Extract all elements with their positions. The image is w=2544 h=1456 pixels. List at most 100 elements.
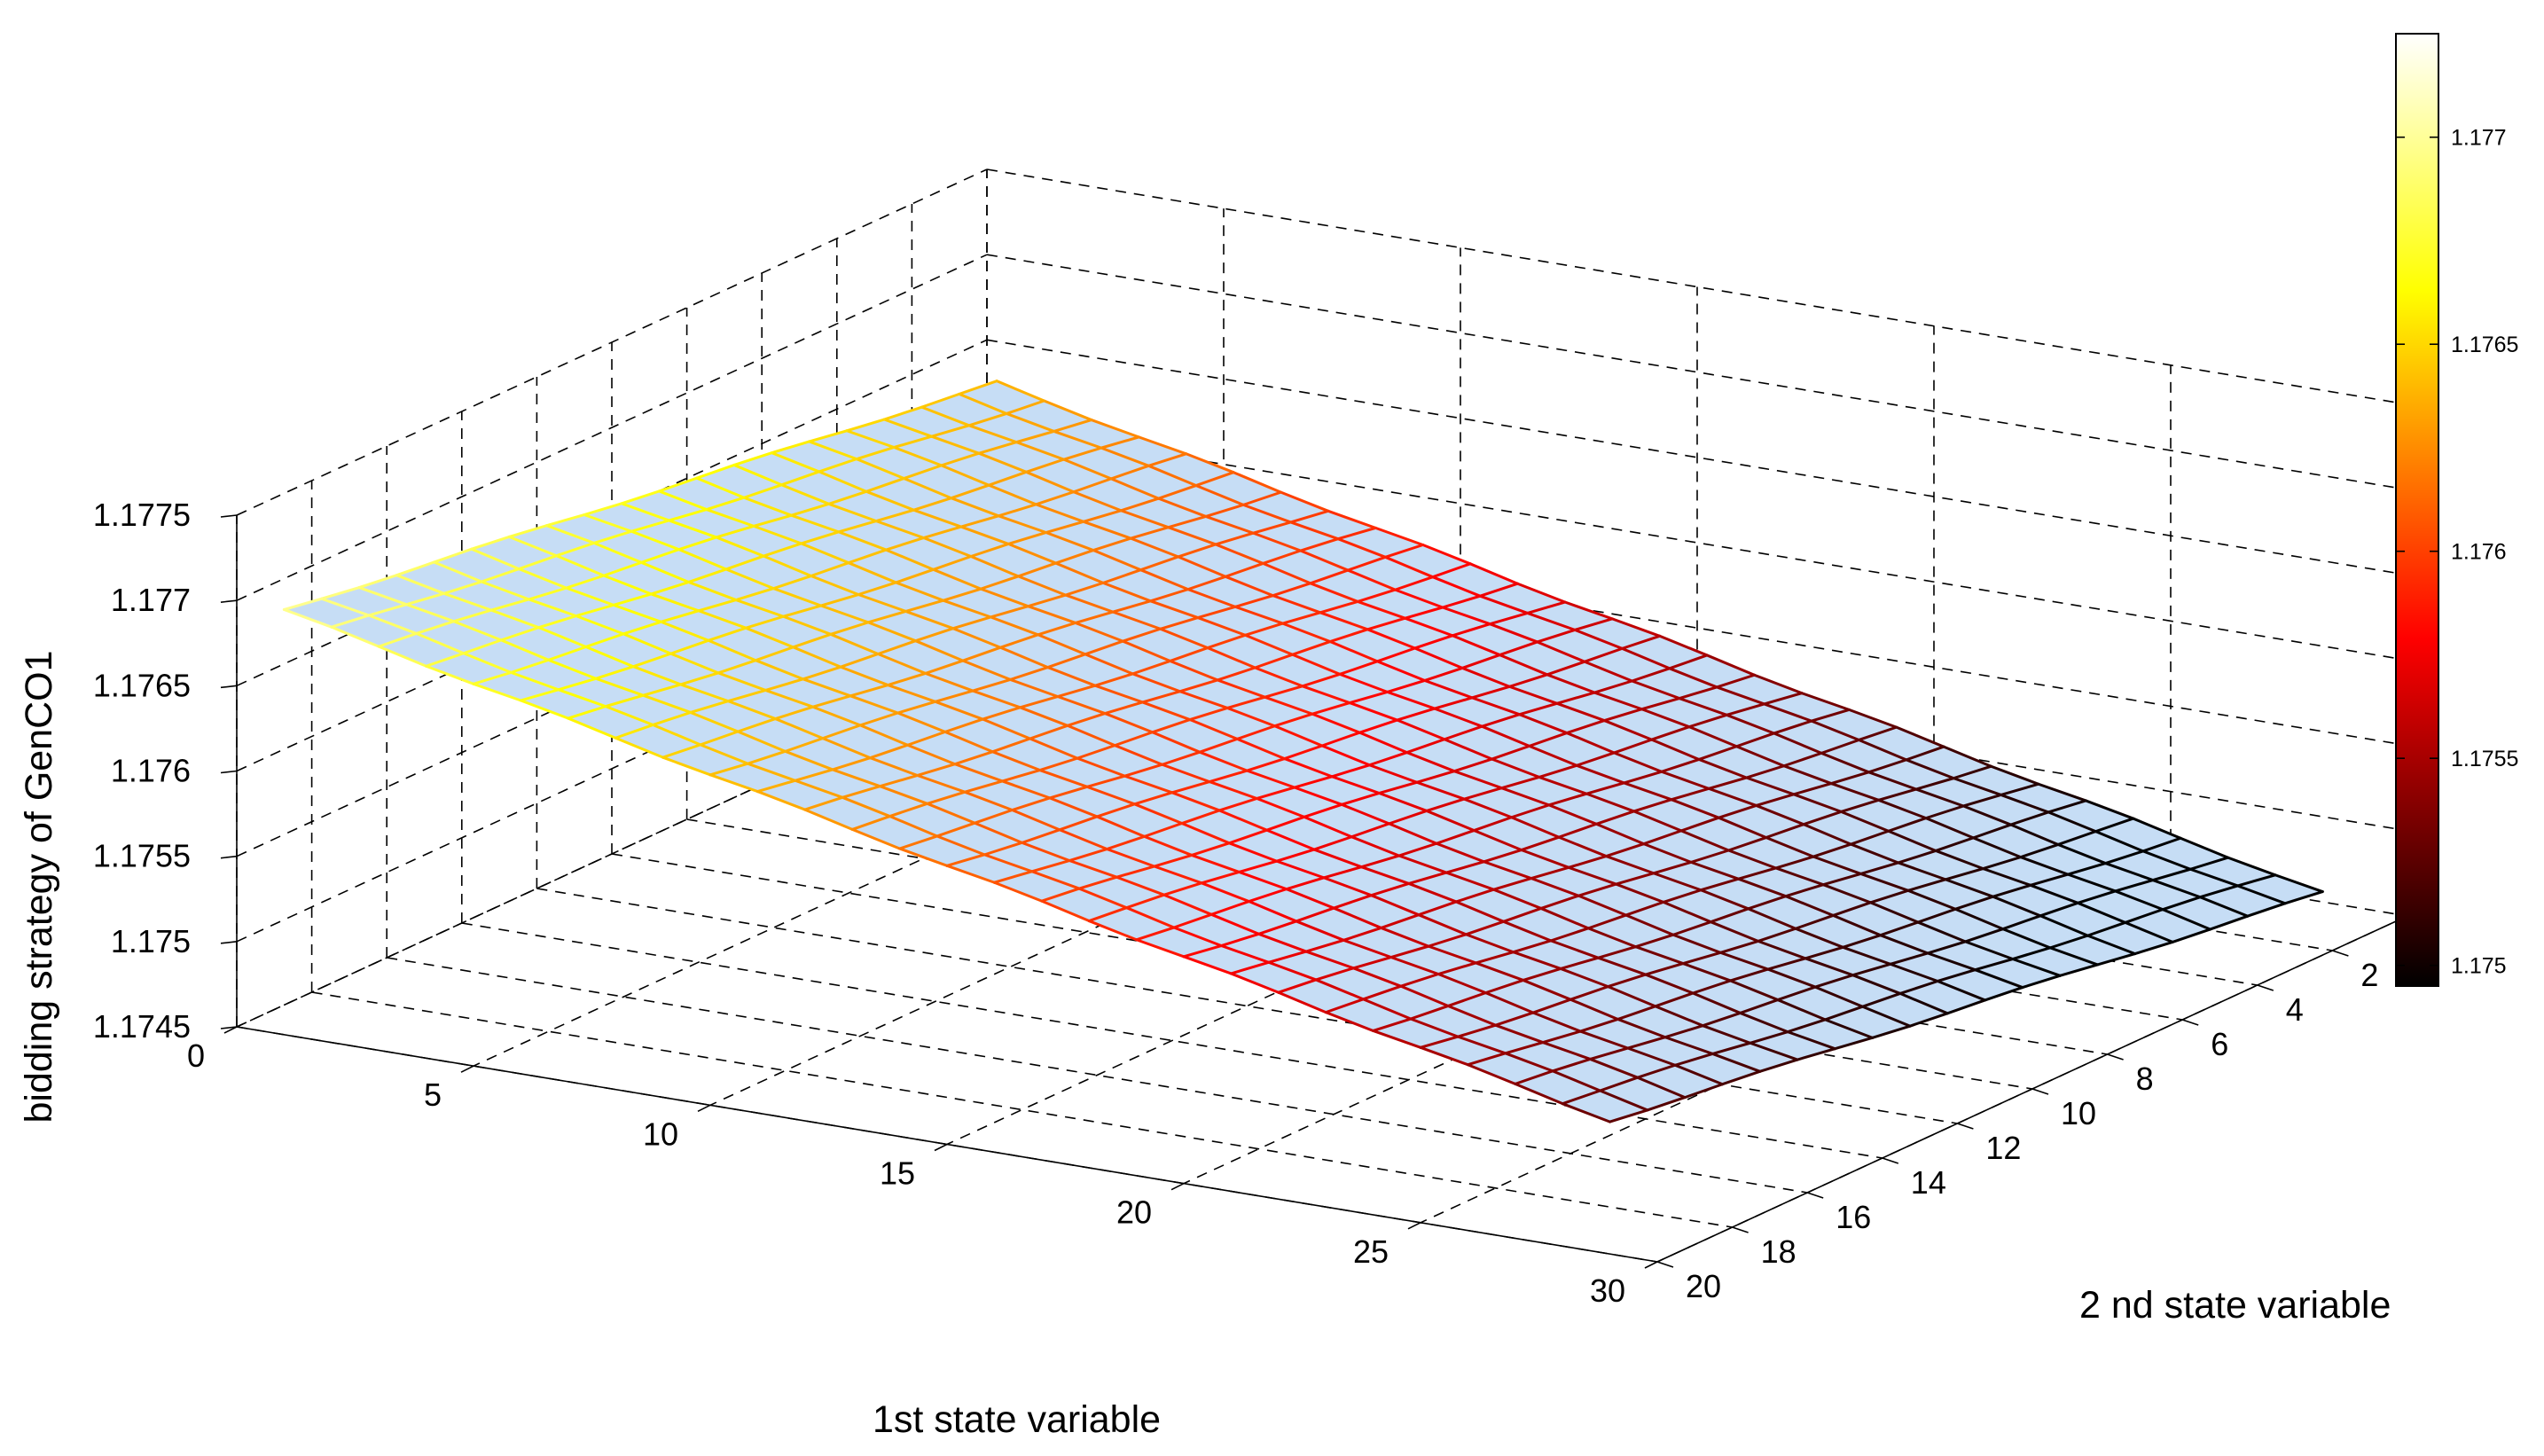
mesh-edge [1358, 731, 1409, 755]
mesh-edge [882, 405, 923, 421]
z-tick [220, 855, 238, 859]
mesh-edge [1494, 1011, 1535, 1027]
mesh-edge [1366, 616, 1407, 631]
mesh-edge [1530, 877, 1580, 897]
mesh-edge [1961, 804, 2013, 826]
mesh-edge [1237, 859, 1279, 873]
mesh-edge [1383, 555, 1435, 579]
mesh-edge [1311, 712, 1361, 734]
mesh-edge [631, 652, 673, 669]
mesh-edge [2001, 928, 2052, 950]
mesh-edge [557, 677, 598, 692]
mesh-edge [866, 621, 918, 643]
mesh-edge [892, 445, 943, 467]
mesh-edge [707, 626, 748, 642]
mesh-edge [1188, 706, 1229, 722]
mesh-edge [1823, 1018, 1875, 1039]
x-tick-label: 5 [424, 1076, 442, 1113]
mesh-edge [1111, 610, 1162, 630]
mesh-edge [1895, 725, 1945, 748]
mesh-edge [1092, 536, 1132, 552]
mesh-edge [1642, 829, 1683, 846]
mesh-edge [1660, 757, 1701, 773]
mesh-edge [1549, 927, 1590, 943]
mesh-edge [1281, 611, 1322, 625]
mesh-edge [754, 659, 805, 681]
mesh-edge [1963, 928, 2005, 943]
mesh-edge [1370, 881, 1411, 897]
mesh-edge [1005, 411, 1056, 433]
mesh-edge [1514, 1069, 1554, 1085]
mesh-edge [763, 677, 805, 692]
mesh-edge [736, 717, 777, 733]
mesh-edge [2227, 856, 2277, 877]
z-tick-label: 1.177 [111, 582, 191, 618]
mesh-edge [1342, 938, 1393, 959]
mesh-edge [1773, 719, 1813, 735]
x-tick-label: 20 [1116, 1194, 1152, 1231]
mesh-edge [1087, 906, 1128, 923]
gridline-left-z [236, 168, 988, 516]
mesh-edge [924, 671, 975, 693]
mesh-edge [1370, 894, 1421, 917]
mesh-edge [837, 520, 878, 534]
mesh-edge [2086, 934, 2137, 956]
y-tick [2181, 1019, 2199, 1026]
mesh-edge [1324, 1011, 1375, 1032]
mesh-edge [1734, 745, 1786, 768]
mesh-edge [1085, 774, 1126, 788]
mesh-edge [1029, 724, 1069, 740]
mesh-edge [1620, 646, 1671, 670]
mesh-edge [794, 768, 834, 782]
mesh-edge [1914, 787, 1965, 808]
mesh-edge [922, 536, 973, 558]
mesh-edge [896, 711, 947, 733]
mesh-edge [1131, 672, 1182, 693]
mesh-edge [1281, 622, 1332, 644]
mesh-edge [1577, 882, 1617, 897]
mesh-edge [1480, 724, 1531, 748]
mesh-edge [1583, 646, 1624, 663]
mesh-edge [282, 607, 333, 629]
mesh-edge [1129, 536, 1180, 559]
mesh-edge [1000, 769, 1042, 783]
mesh-edge [1064, 593, 1115, 614]
mesh-edge [1974, 968, 2024, 990]
mesh-edge [794, 779, 844, 799]
mesh-edge [1555, 701, 1606, 723]
mesh-edge [920, 405, 971, 427]
mesh-edge [1172, 926, 1223, 948]
mesh-edge [818, 458, 858, 474]
mesh-edge [1161, 750, 1202, 766]
mesh-edge [282, 597, 324, 611]
mesh-edge [1859, 861, 1900, 875]
mesh-edge [953, 750, 994, 766]
z-tick [220, 685, 238, 689]
mesh-edge [1604, 842, 1646, 858]
mesh-edge [1549, 939, 1600, 959]
mesh-edge [1064, 581, 1105, 597]
mesh-edge [320, 586, 361, 600]
mesh-edge [1747, 895, 1788, 911]
mesh-edge [639, 548, 681, 564]
mesh-edge [1356, 588, 1397, 603]
mesh-edge [1725, 702, 1766, 716]
mesh-edge [1359, 865, 1411, 885]
mesh-edge [1541, 1029, 1582, 1045]
x-tick-label: 25 [1353, 1233, 1389, 1270]
mesh-edge [1718, 951, 1770, 971]
mesh-edge [1707, 776, 1748, 790]
mesh-edge [1823, 1005, 1865, 1022]
mesh-edge [517, 554, 559, 571]
mesh-edge [1219, 944, 1271, 964]
mesh-edge [1066, 724, 1116, 748]
mesh-edge [1717, 816, 1768, 840]
mesh-edge [1322, 876, 1373, 897]
z-tick [220, 514, 238, 518]
mesh-edge [1715, 685, 1766, 706]
mesh-edge [404, 603, 456, 623]
mesh-edge [1299, 549, 1350, 572]
mesh-edge [537, 626, 588, 648]
mesh-edge [1413, 634, 1454, 650]
mesh-edge [1328, 628, 1369, 644]
